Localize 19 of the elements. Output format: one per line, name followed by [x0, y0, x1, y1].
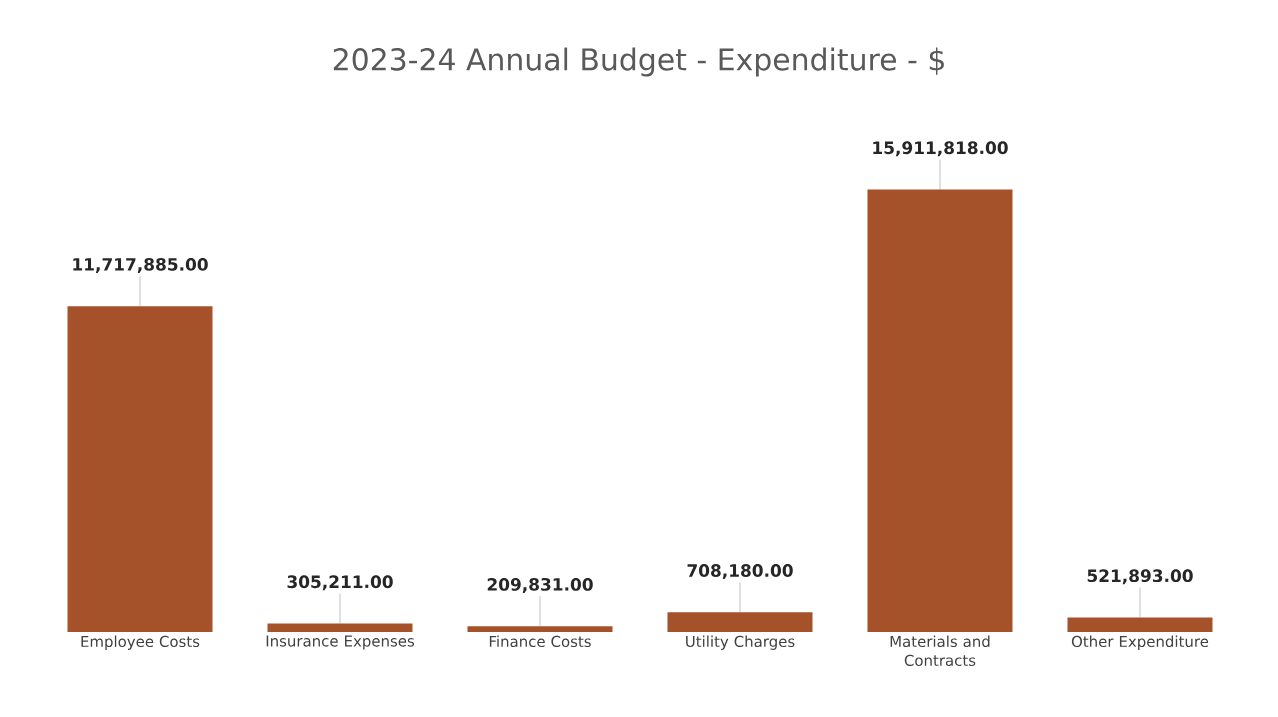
data-label: 11,717,885.00	[73, 257, 208, 273]
bar	[1067, 617, 1213, 632]
bar	[867, 189, 1013, 632]
data-label: 521,893.00	[1087, 569, 1193, 585]
x-tick-label: Utility Charges	[686, 635, 795, 650]
x-tick-label: Other Expenditure	[1071, 635, 1209, 650]
x-tick-label: Employee Costs	[81, 635, 200, 650]
x-tick-label: Finance Costs	[489, 635, 591, 648]
bar	[467, 626, 613, 632]
data-label: 305,211.00	[287, 575, 393, 591]
data-label: 708,180.00	[687, 564, 793, 580]
data-label: 15,911,818.00	[873, 141, 1008, 157]
data-label: 209,831.00	[487, 577, 593, 593]
x-tick-label: Materials and Contracts	[890, 635, 990, 667]
x-tick-label: Insurance Expenses	[266, 635, 415, 650]
chart-title: 2023-24 Annual Budget - Expenditure - $	[333, 47, 944, 77]
bar	[667, 612, 813, 632]
bar	[267, 623, 413, 632]
bar	[67, 306, 213, 632]
